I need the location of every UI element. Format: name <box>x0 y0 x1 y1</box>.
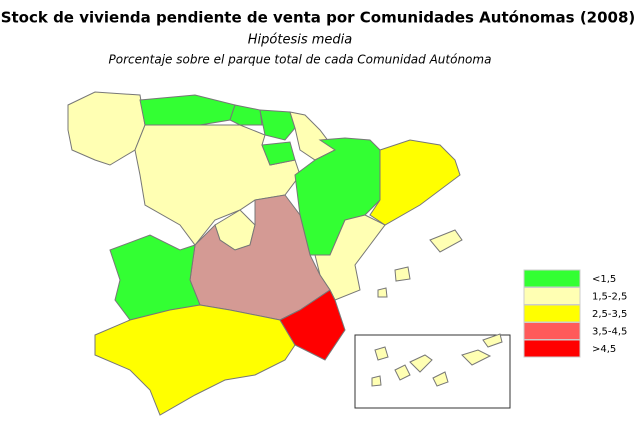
legend-swatch <box>523 269 581 288</box>
legend: <1,5 1,5-2,5 2,5-3,5 3,5-4,5 >4,5 <box>523 269 627 358</box>
map <box>67 91 511 416</box>
legend-label: 3,5-4,5 <box>592 327 627 338</box>
legend-swatch <box>523 287 581 305</box>
legend-swatch <box>523 339 581 358</box>
legend-swatch <box>523 322 581 340</box>
legend-label: >4,5 <box>592 344 616 355</box>
legend-label: 1,5-2,5 <box>592 292 627 303</box>
legend-label: <1,5 <box>592 274 616 285</box>
legend-label: 2,5-3,5 <box>592 309 627 320</box>
subtitle: Hipótesis media <box>248 33 353 48</box>
title: Stock de vivienda pendiente de venta por… <box>1 9 636 27</box>
legend-swatch <box>523 304 581 323</box>
note: Porcentaje sobre el parque total de cada… <box>109 53 492 67</box>
